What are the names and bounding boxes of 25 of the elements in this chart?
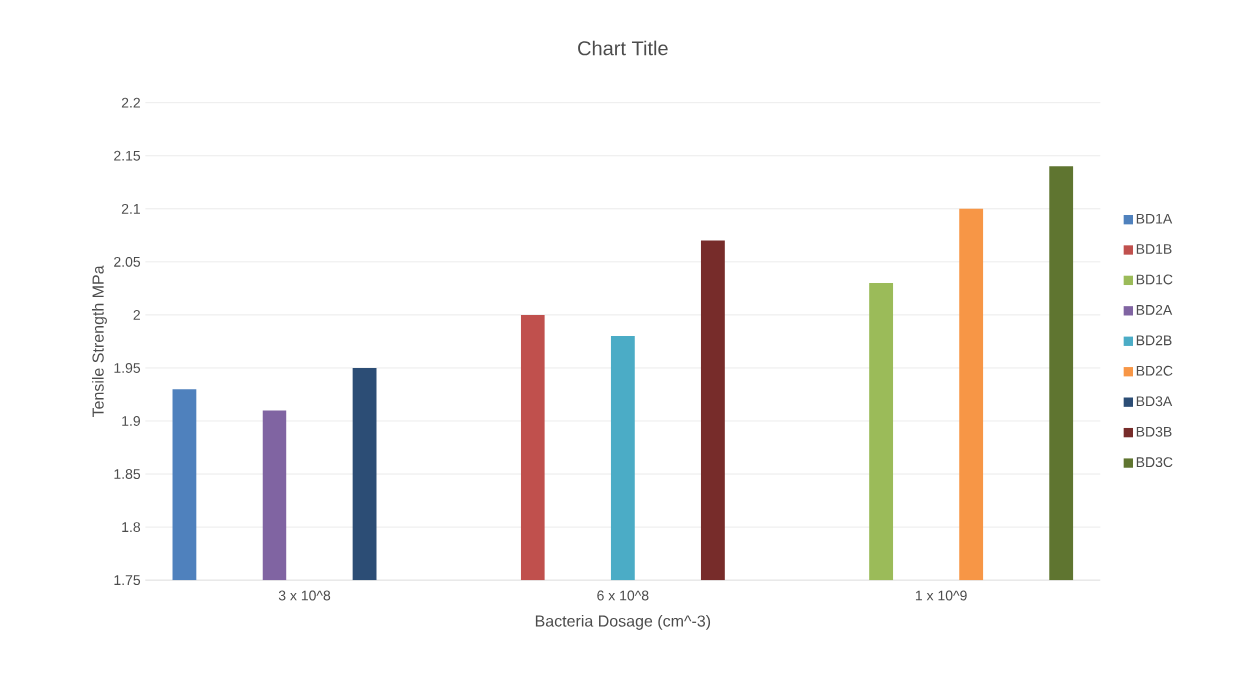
- x-tick-label: 1 x 10^9: [915, 590, 967, 601]
- legend-label: BD1A: [1136, 213, 1173, 224]
- x-tick-label: 6 x 10^8: [597, 590, 649, 601]
- legend-label: BD1B: [1136, 244, 1172, 254]
- y-axis-title: Tensile Strength MPa: [92, 265, 107, 418]
- y-tick-label: 2.1: [121, 203, 140, 214]
- legend-label: BD2C: [1136, 365, 1173, 376]
- legend-label: BD2B: [1136, 335, 1172, 346]
- y-tick-label: 1.85: [114, 469, 141, 480]
- y-tick-label: 2.15: [114, 150, 141, 161]
- chart-title: Chart Title: [578, 40, 668, 56]
- x-tick-label: 3 x 10^8: [278, 590, 331, 601]
- legend-label: BD3C: [1136, 457, 1173, 468]
- y-tick-label: 2: [133, 310, 140, 320]
- y-tick-label: 1.95: [114, 363, 141, 373]
- y-tick-label: 1.75: [114, 575, 141, 586]
- legend-label: BD3A: [1136, 396, 1173, 407]
- y-tick-label: 2.05: [114, 256, 141, 267]
- legend-label: BD1C: [1136, 274, 1173, 285]
- legend-label: BD2A: [1136, 305, 1173, 315]
- y-tick-label: 2.2: [121, 97, 140, 108]
- legend-label: BD3B: [1136, 426, 1172, 437]
- y-tick-label: 1.9: [122, 416, 140, 427]
- y-tick-label: 1.8: [122, 522, 141, 533]
- x-axis-title: Bacteria Dosage (cm^-3): [535, 615, 711, 630]
